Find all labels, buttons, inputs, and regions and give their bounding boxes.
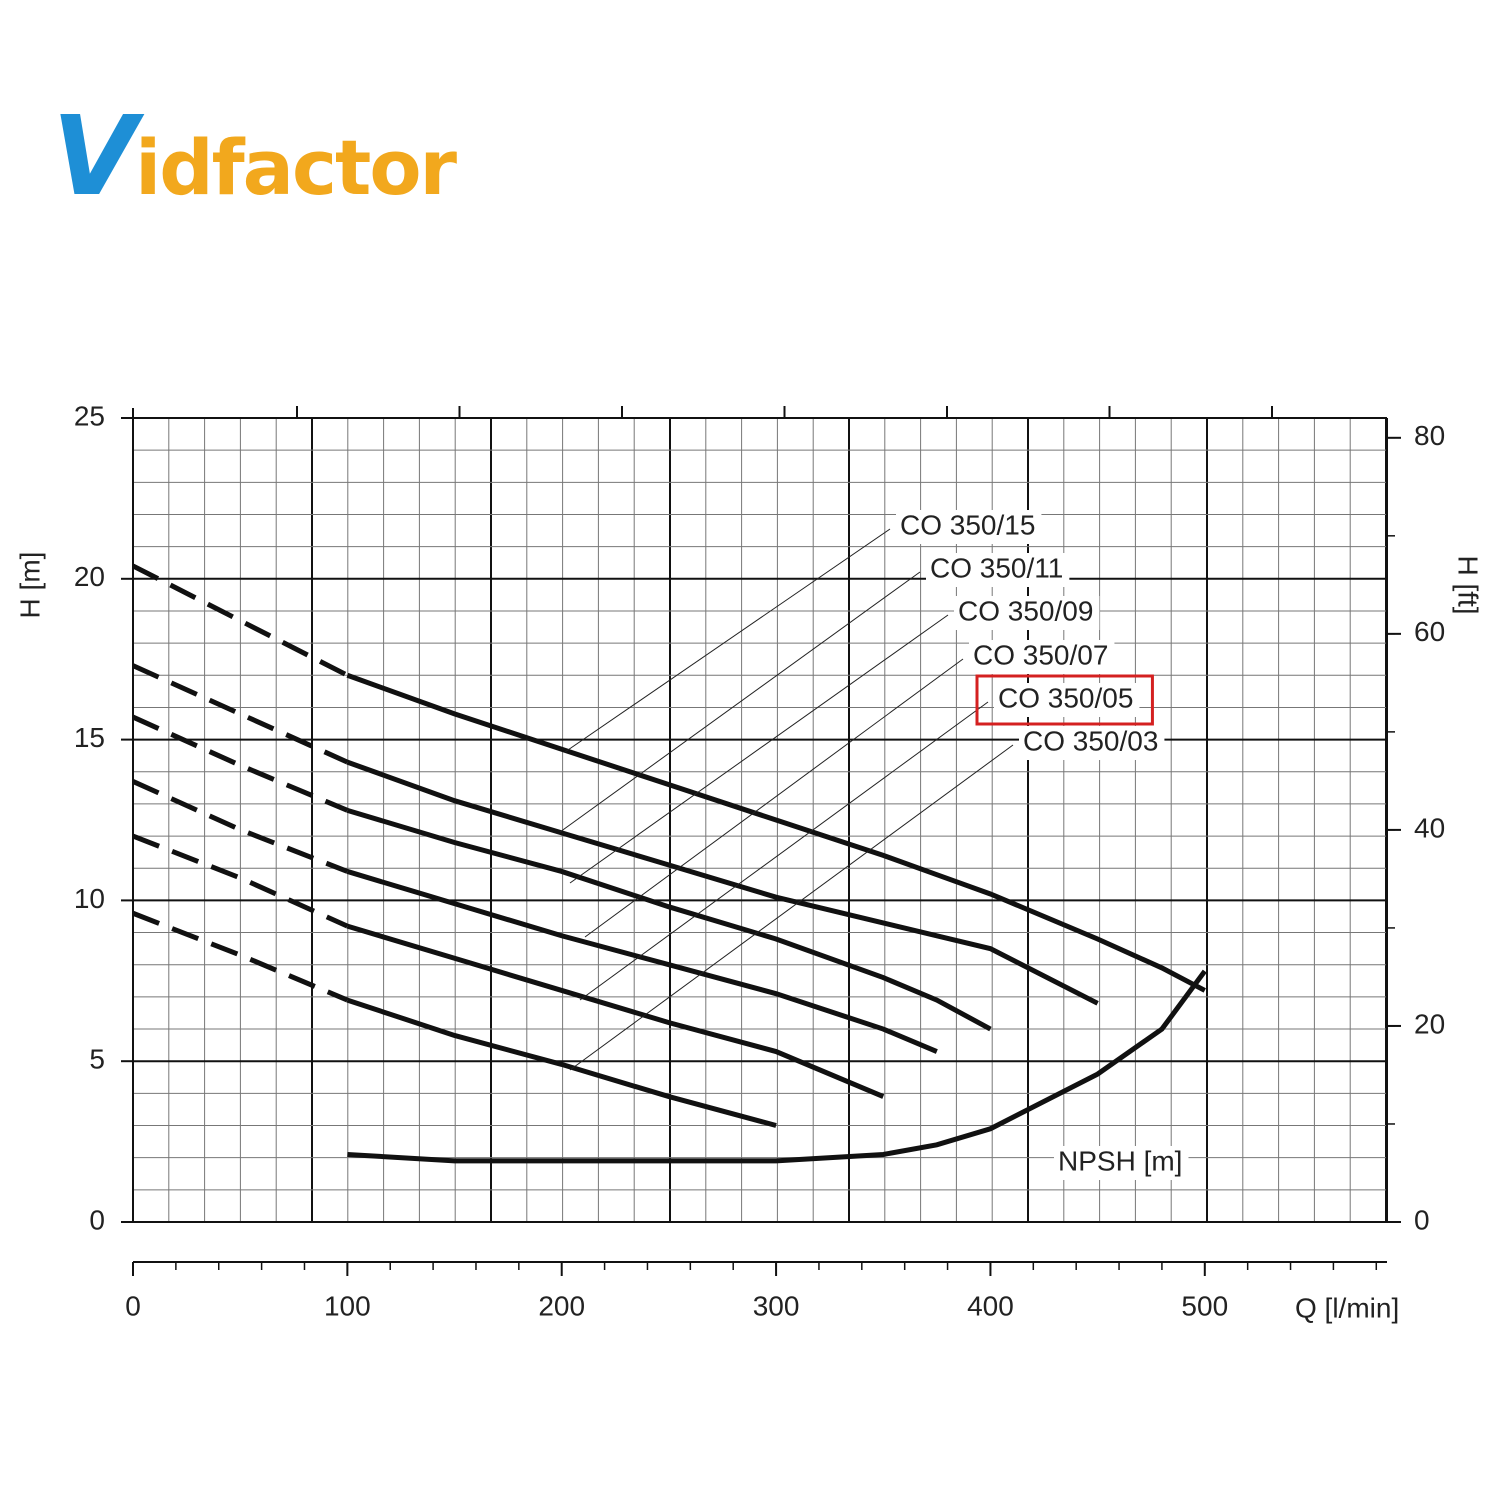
- curve: [347, 969, 1207, 1164]
- series-label: CO 350/07: [973, 639, 1108, 670]
- label-bg: [926, 553, 1070, 587]
- y-tick-label: 5: [89, 1044, 105, 1075]
- label-bg: [1019, 726, 1165, 760]
- y2-axis-label: H [ft]: [1453, 555, 1484, 614]
- curve: [346, 759, 1099, 1006]
- highlight-box: [975, 674, 1154, 726]
- series-label: CO 350/03: [1023, 725, 1158, 756]
- curve: [346, 997, 777, 1128]
- label-bg: [969, 640, 1115, 674]
- curve-extrapolated: [131, 714, 349, 813]
- series-label: NPSH [m]: [1058, 1145, 1182, 1176]
- y2-tick-label: 60: [1414, 616, 1445, 647]
- curve-extrapolated: [131, 663, 349, 765]
- series-label: CO 350/09: [958, 595, 1093, 626]
- y2-tick-label: 20: [1414, 1008, 1445, 1039]
- curve-extrapolated: [132, 833, 349, 929]
- curve: [346, 869, 938, 1054]
- curve-extrapolated: [132, 910, 349, 1003]
- x-tick-label: 200: [538, 1290, 585, 1321]
- x-tick-label: 300: [753, 1290, 800, 1321]
- curve: [346, 672, 1206, 993]
- curve-extrapolated: [131, 779, 349, 874]
- x-tick-label: 500: [1181, 1290, 1228, 1321]
- leader-line: [569, 614, 949, 884]
- series-label: CO 350/05: [998, 682, 1133, 713]
- leader-line: [584, 658, 964, 938]
- leader-line: [569, 744, 1014, 1071]
- y2-tick-label: 0: [1414, 1204, 1430, 1235]
- label-bg: [896, 510, 1042, 544]
- logo: Vidfactor: [52, 92, 457, 220]
- y-tick-label: 15: [74, 722, 105, 753]
- label-bg: [1054, 1146, 1189, 1180]
- x-tick-label: 400: [967, 1290, 1014, 1321]
- series-label: CO 350/11: [930, 552, 1063, 583]
- label-bg: [994, 683, 1140, 717]
- label-bg: [954, 596, 1100, 630]
- y2-tick-label: 40: [1414, 812, 1445, 843]
- y-tick-label: 0: [89, 1204, 105, 1235]
- y-tick-label: 20: [74, 561, 105, 592]
- leader-line: [579, 701, 989, 1001]
- y-axis-label: H [m]: [14, 552, 45, 619]
- curve: [346, 807, 992, 1032]
- y2-tick-label: 80: [1414, 420, 1445, 451]
- curve: [346, 923, 885, 1099]
- x-tick-label: 0: [125, 1290, 141, 1321]
- series-label: CO 350/15: [900, 509, 1035, 540]
- y-tick-label: 10: [74, 883, 105, 914]
- leader-line: [564, 528, 891, 753]
- leader-line: [559, 571, 921, 833]
- x-axis-label: Q [l/min]: [1295, 1292, 1399, 1323]
- x-tick-label: 100: [324, 1290, 371, 1321]
- y-tick-label: 25: [74, 400, 105, 431]
